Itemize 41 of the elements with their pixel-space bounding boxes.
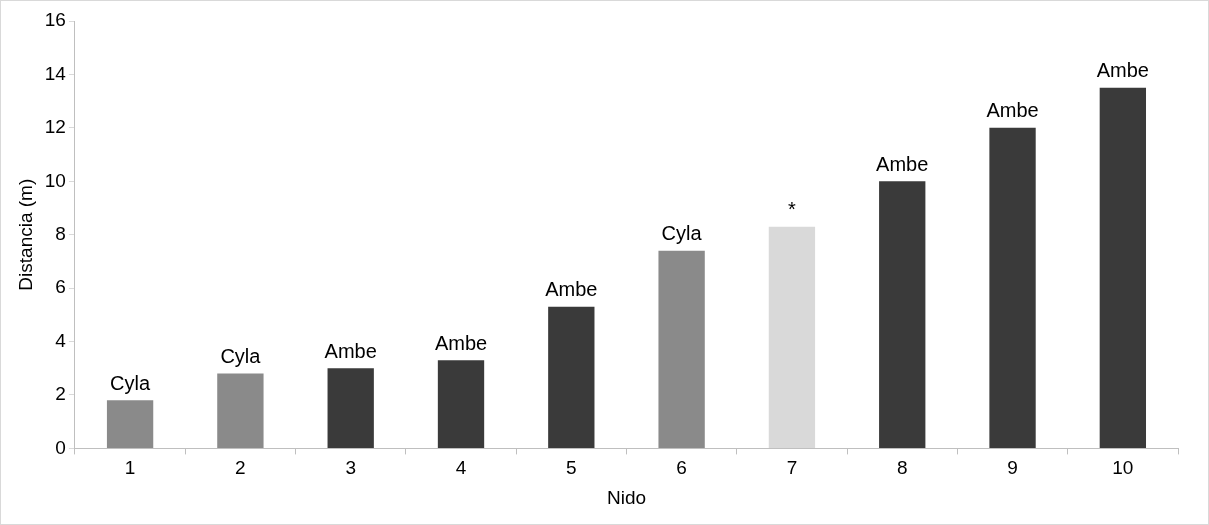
x-tick-label: 5 — [566, 457, 577, 479]
data-label: Ambe — [324, 339, 377, 362]
bar — [879, 181, 926, 448]
x-tick-label: 2 — [235, 457, 246, 479]
y-tick-label: 2 — [55, 383, 66, 405]
x-tick-label: 9 — [1007, 457, 1018, 479]
bar — [989, 127, 1036, 448]
bar — [548, 306, 595, 448]
data-label: Cyla — [661, 222, 703, 245]
data-label: Ambe — [1096, 59, 1149, 82]
y-tick-label: 10 — [44, 169, 66, 191]
bar — [106, 400, 154, 448]
data-label: Ambe — [986, 99, 1039, 122]
bar — [1099, 87, 1147, 448]
x-tick-label: 6 — [676, 457, 687, 479]
bar — [768, 226, 816, 448]
data-label: Cyla — [220, 345, 262, 368]
x-tick-label: 10 — [1112, 457, 1134, 479]
x-tick-label: 8 — [896, 457, 908, 479]
data-label: * — [788, 198, 797, 221]
x-tick-label: 4 — [455, 457, 467, 479]
y-tick-label: 6 — [55, 276, 66, 298]
bar — [217, 373, 264, 448]
data-label: Ambe — [545, 278, 598, 301]
bar — [658, 250, 705, 448]
y-tick-label: 4 — [55, 329, 67, 351]
x-tick-label: 1 — [124, 457, 136, 479]
y-tick-label: 14 — [44, 62, 67, 84]
data-label: Ambe — [434, 331, 488, 354]
data-label: Cyla — [110, 371, 151, 394]
x-axis-title: Nido — [606, 486, 647, 508]
y-tick-label: 16 — [44, 9, 66, 31]
y-tick-label: 0 — [55, 436, 66, 458]
x-tick-label: 3 — [345, 457, 356, 479]
y-tick-label: 8 — [55, 222, 66, 244]
y-axis-title: Distancia (m) — [14, 178, 36, 291]
x-tick-label: 7 — [786, 457, 798, 479]
bar — [437, 360, 485, 448]
data-label: Ambe — [876, 152, 929, 175]
y-tick-label: 12 — [44, 116, 66, 138]
bar — [327, 368, 374, 448]
